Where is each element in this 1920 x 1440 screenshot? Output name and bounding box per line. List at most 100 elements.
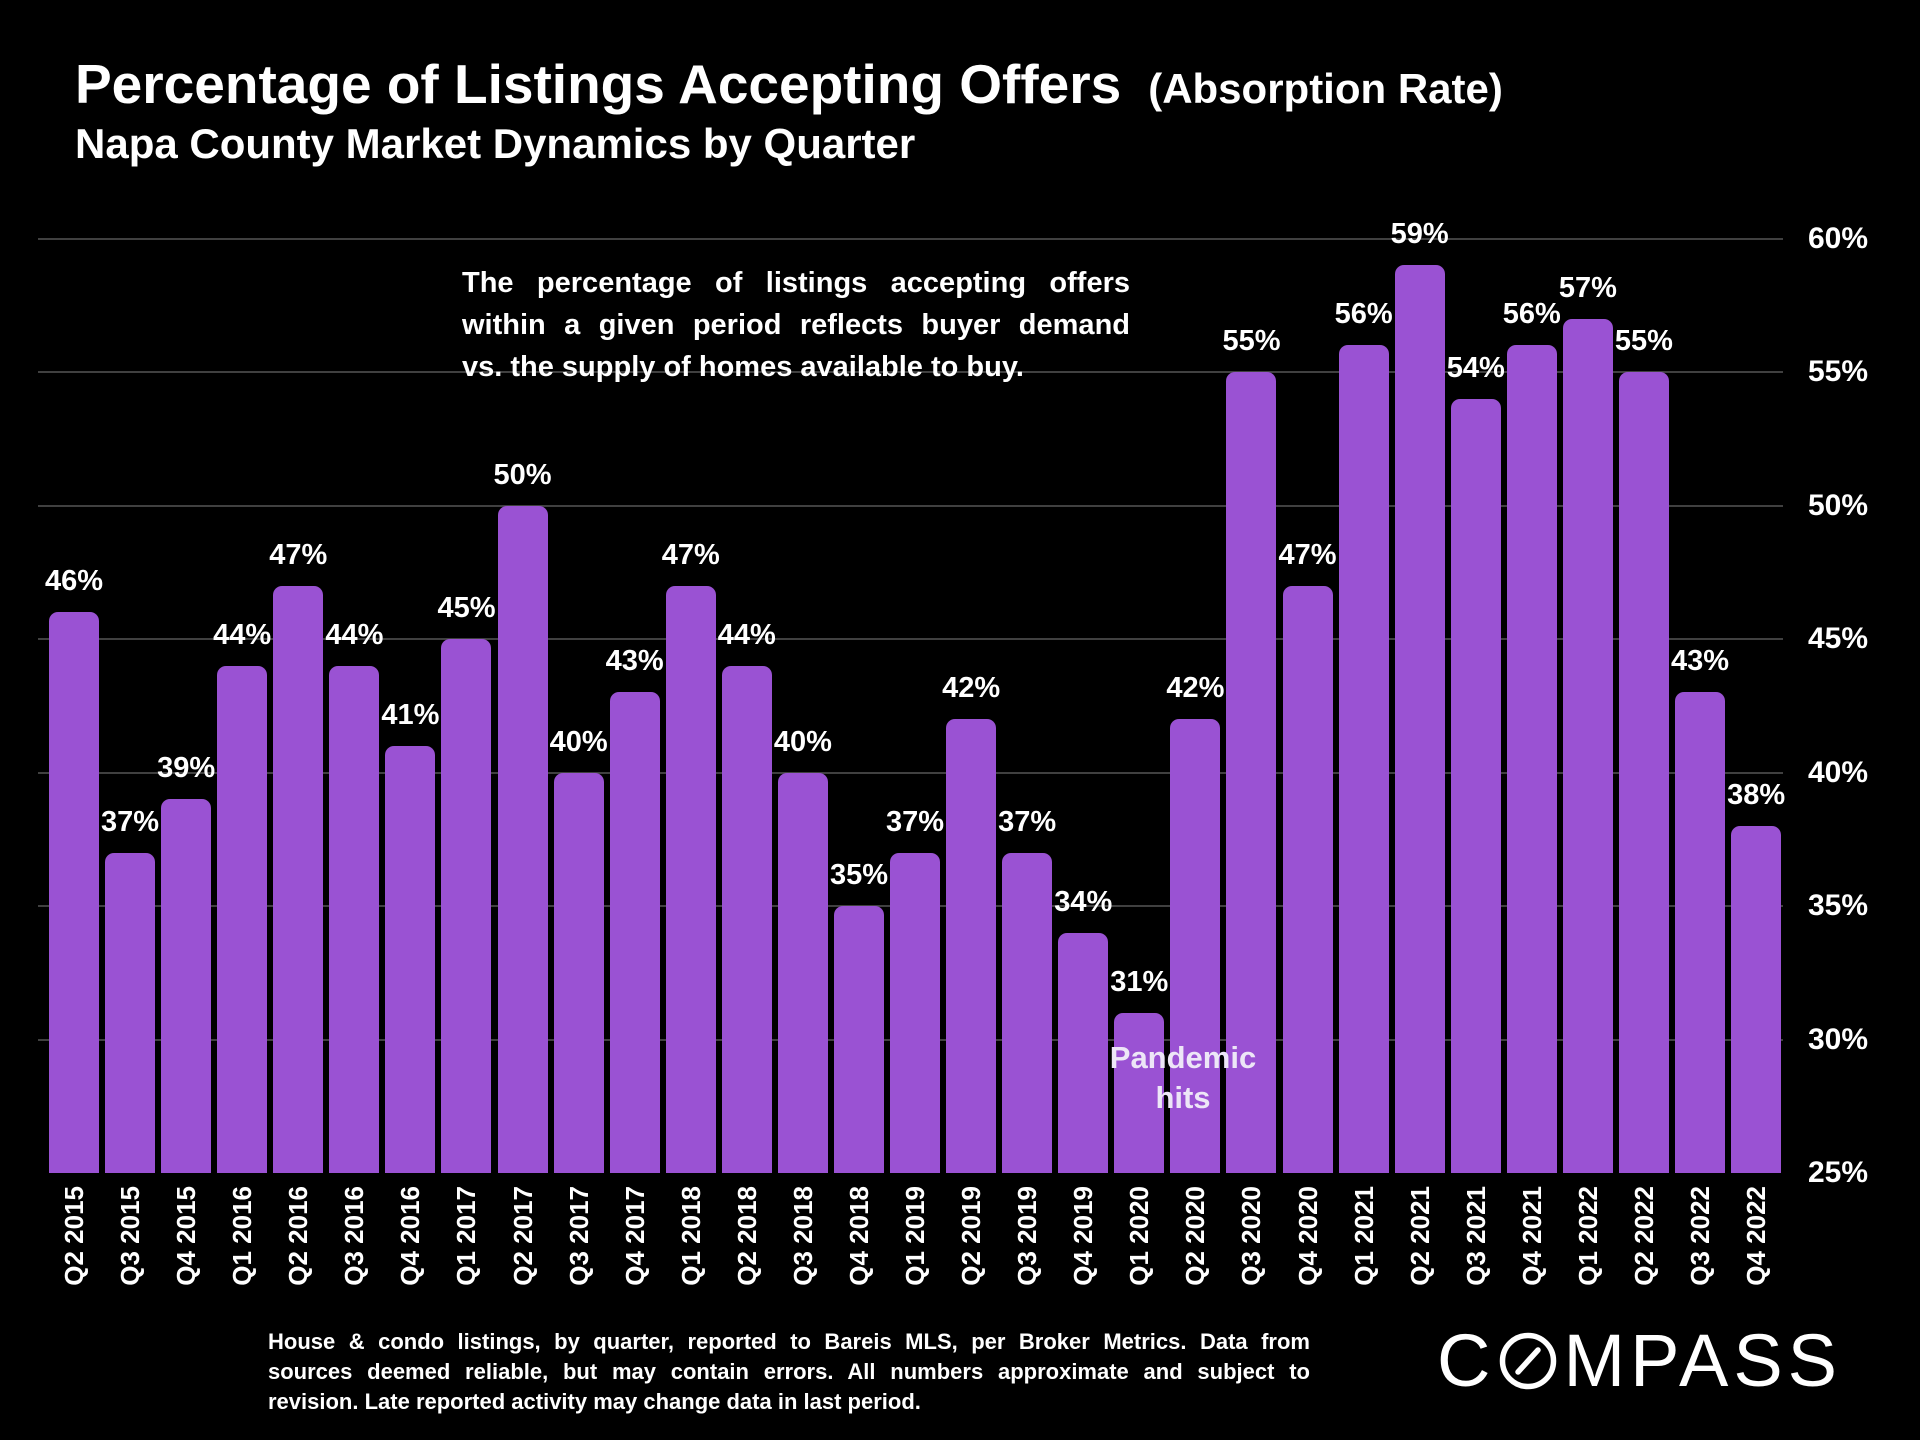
x-axis-label: Q3 2019 [1012, 1186, 1043, 1286]
bar-value-label: 38% [1727, 778, 1786, 811]
bar [665, 585, 716, 1173]
x-axis-label: Q2 2015 [59, 1186, 89, 1286]
bar [1114, 1012, 1165, 1173]
bar-value-label: 40% [773, 725, 832, 758]
x-axis-label: Q1 2020 [1124, 1186, 1155, 1286]
compass-logo-c: C [1437, 1319, 1496, 1402]
bar [105, 852, 156, 1173]
bar-value-label: 44% [717, 618, 776, 651]
x-axis-label: Q4 2018 [843, 1186, 874, 1286]
y-axis-label: 45% [1808, 622, 1869, 655]
compass-logo: C MPASS [1437, 1318, 1842, 1403]
bar [1731, 825, 1782, 1173]
bar-value-label: 34% [1054, 885, 1113, 918]
x-axis-label: Q2 2016 [283, 1186, 314, 1286]
bar-value-label: 45% [437, 592, 496, 624]
x-axis-label: Q4 2019 [1068, 1186, 1099, 1286]
bar [890, 852, 941, 1173]
bar-value-label: 31% [1110, 965, 1169, 998]
bar [1394, 265, 1445, 1173]
x-axis-label: Q2 2018 [731, 1186, 762, 1286]
bar-value-label: 55% [1614, 325, 1673, 357]
bar [385, 745, 436, 1173]
compass-o-icon [1500, 1332, 1557, 1389]
y-axis-label: 30% [1808, 1022, 1869, 1056]
x-axis-label: Q4 2020 [1292, 1186, 1323, 1286]
compass-logo-mpass: MPASS [1563, 1319, 1843, 1402]
bar-value-label: 59% [1390, 218, 1449, 251]
y-axis-label: 40% [1808, 755, 1869, 789]
y-axis-label: 35% [1808, 889, 1869, 922]
x-axis-label: Q1 2017 [451, 1186, 482, 1286]
bar-value-label: 39% [157, 752, 216, 785]
bar-value-label: 56% [1502, 298, 1561, 331]
x-axis-label: Q2 2022 [1628, 1186, 1659, 1286]
bar [497, 505, 548, 1173]
bar-value-label: 47% [661, 538, 720, 571]
x-axis-label: Q4 2016 [395, 1186, 426, 1286]
page-title-paren [1137, 65, 1149, 112]
bar [1282, 585, 1333, 1173]
bar [1618, 372, 1669, 1173]
x-axis-label: Q4 2022 [1741, 1186, 1772, 1286]
page-title: Percentage of Listings Accepting Offers … [75, 52, 1503, 116]
pandemic-annotation-line2: hits [1155, 1080, 1211, 1115]
bar-value-label: 56% [1334, 298, 1393, 331]
bar-value-label: 40% [549, 725, 608, 758]
bar-value-label: 47% [1278, 538, 1337, 571]
bar [1450, 398, 1501, 1173]
bar-value-label: 47% [269, 538, 328, 571]
bar-value-label: 37% [101, 805, 160, 838]
y-axis-label: 55% [1808, 355, 1869, 388]
annotation-line: within a given period reflects buyer dem… [462, 309, 1130, 341]
gridline [38, 237, 1783, 240]
x-axis-label: Q2 2019 [956, 1186, 987, 1286]
x-axis-label: Q3 2015 [115, 1186, 146, 1286]
bar-value-label: 42% [1166, 672, 1225, 705]
bar [273, 585, 324, 1173]
bar [609, 692, 660, 1173]
bar-value-label: 42% [942, 672, 1001, 705]
bar [721, 665, 772, 1173]
x-axis-label: Q3 2017 [563, 1186, 594, 1286]
bar-value-label: 43% [605, 645, 664, 678]
bar [329, 665, 380, 1173]
x-axis-label: Q3 2021 [1460, 1186, 1491, 1286]
bar-value-label: 43% [1670, 645, 1730, 678]
y-axis-label: 60% [1808, 221, 1869, 255]
x-axis-label: Q3 2018 [787, 1186, 818, 1286]
page-title-absorption: (Absorption Rate) [1148, 65, 1503, 112]
y-axis-label: 50% [1808, 488, 1869, 522]
bar-value-label: 44% [213, 618, 272, 651]
bar-value-label: 46% [44, 565, 104, 598]
page-title-main: Percentage of Listings Accepting Offers [75, 53, 1122, 115]
bar [49, 612, 99, 1173]
x-axis-label: Q1 2016 [227, 1186, 258, 1286]
bar-value-label: 37% [998, 805, 1057, 838]
x-axis-label: Q1 2018 [675, 1186, 706, 1286]
bar-value-label: 50% [493, 458, 552, 491]
bar [777, 772, 828, 1173]
bar [1675, 692, 1726, 1173]
chart-annotation: The percentage of listings accepting off… [462, 262, 1130, 388]
annotation-line: The percentage of listings accepting off… [462, 267, 1130, 299]
bar [1170, 719, 1221, 1173]
bar-value-label: 41% [381, 698, 440, 731]
x-axis-label: Q1 2021 [1348, 1186, 1379, 1286]
x-axis-label: Q1 2022 [1572, 1186, 1603, 1286]
x-axis-label: Q3 2020 [1236, 1186, 1267, 1286]
y-axis-label: 25% [1808, 1156, 1869, 1189]
x-axis-label: Q4 2021 [1516, 1186, 1547, 1286]
x-axis-label: Q2 2020 [1180, 1186, 1211, 1286]
x-axis-label: Q1 2019 [900, 1186, 931, 1286]
bar [1058, 932, 1109, 1173]
bar-value-label: 54% [1446, 351, 1505, 384]
bar [833, 906, 884, 1173]
pandemic-annotation-line1: Pandemic [1109, 1040, 1257, 1075]
gridline [38, 504, 1783, 507]
x-axis-label: Q2 2017 [507, 1186, 538, 1286]
bar [946, 719, 997, 1173]
gridline [38, 638, 1783, 640]
bar [441, 639, 492, 1173]
